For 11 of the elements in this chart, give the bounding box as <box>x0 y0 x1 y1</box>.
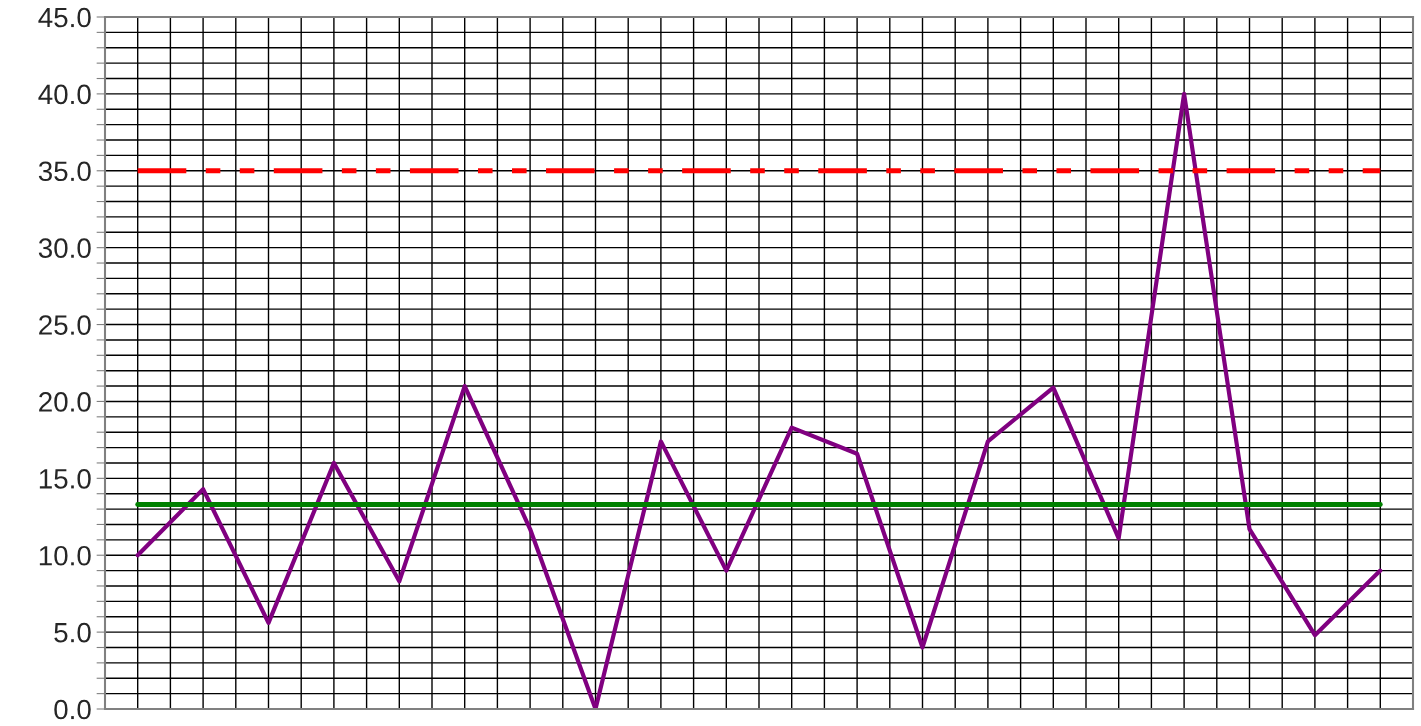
y-tick-label: 10.0 <box>39 545 91 566</box>
line-series <box>135 91 1383 709</box>
y-tick-label: 30.0 <box>38 238 91 259</box>
y-tick-label: 45.0 <box>38 7 91 28</box>
y-tick-label: 20.0 <box>39 392 91 412</box>
y-tick-label: 0.0 <box>54 699 91 720</box>
y-tick-label: 25.0 <box>39 315 91 335</box>
y-tick-label: 15.0 <box>39 469 91 489</box>
y-tick-label: 40.0 <box>38 84 91 105</box>
y-tick-label: 5.0 <box>54 622 91 643</box>
y-tick-label: 35.0 <box>38 161 91 182</box>
